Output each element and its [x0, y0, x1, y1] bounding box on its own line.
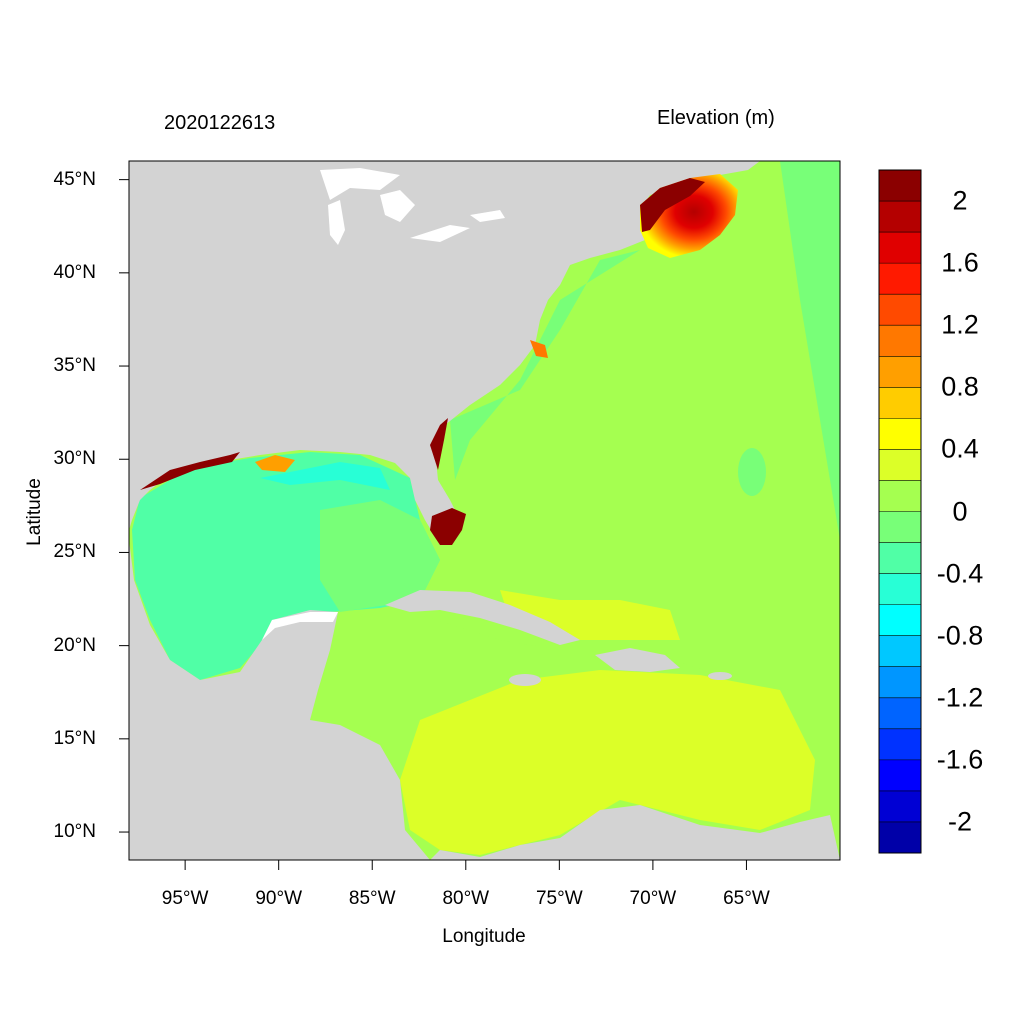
colorbar-swatch — [879, 325, 921, 357]
north-america-land — [129, 161, 760, 545]
colorbar-border — [878, 169, 922, 854]
yucatan-coast — [262, 612, 338, 640]
colorbar-label: -2 — [947, 806, 973, 837]
colorbar-swatch — [879, 232, 921, 264]
colorbar-swatch — [879, 449, 921, 481]
colorbar-label: -0.4 — [936, 558, 984, 589]
colorbar-label: -1.2 — [936, 682, 984, 713]
surge-louisiana — [255, 455, 295, 472]
surge-florida — [430, 508, 466, 545]
y-tick-label: 30°N — [53, 448, 96, 470]
jamaica-land — [509, 674, 541, 686]
colorbar-swatch — [879, 697, 921, 730]
x-tick-label: 95°W — [161, 888, 209, 909]
colorbar-swatch — [879, 387, 921, 419]
central-america-land — [129, 540, 430, 860]
y-tick-label: 10°N — [53, 821, 96, 843]
lake-erie — [410, 225, 470, 242]
gulf-coast-band — [260, 462, 390, 490]
x-tick-label: 65°W — [723, 888, 770, 909]
fringe-georgia — [430, 418, 448, 470]
colorbar-swatch — [879, 294, 921, 326]
colorbar-label: 0 — [952, 496, 968, 526]
colorbar-swatch — [879, 511, 921, 544]
colorbar-label: -0.8 — [936, 620, 984, 651]
y-tick-label: 15°N — [53, 727, 96, 749]
hispaniola-land — [595, 648, 680, 672]
lake-huron — [380, 190, 415, 222]
gulf-east-zone — [320, 500, 440, 612]
colorbar-swatch — [879, 263, 921, 295]
colorbar-swatch — [879, 635, 921, 668]
x-tick-label: 75°W — [535, 888, 583, 909]
colorbar-label: 1.2 — [941, 309, 979, 340]
x-axis-title: Longitude — [442, 926, 526, 947]
colorbar-label: 0.4 — [941, 433, 979, 464]
timestamp-label: 2020122613 — [164, 112, 276, 134]
atlantic-anomaly — [738, 448, 766, 496]
y-tick-label: 40°N — [53, 261, 96, 283]
colorbar-swatch — [879, 604, 921, 637]
x-tick-label: 90°W — [255, 888, 303, 909]
y-tick-label: 35°N — [53, 355, 96, 377]
fringe-gulf-coast — [140, 452, 240, 490]
colorbar-swatch — [879, 201, 921, 233]
colorbar-swatch — [879, 356, 921, 388]
x-tick-label: 85°W — [348, 888, 396, 909]
colorbar-label: 0.8 — [941, 371, 979, 402]
map-field — [129, 161, 840, 860]
lake-ontario — [470, 210, 505, 222]
x-tick-label: 70°W — [629, 888, 677, 909]
plot-border — [128, 160, 841, 861]
colorbar-swatch — [879, 759, 921, 792]
y-axis-title: Latitude — [24, 478, 45, 546]
colorbar-label: -1.6 — [936, 744, 984, 775]
y-tick-label: 20°N — [53, 634, 96, 656]
puerto-rico-land — [708, 672, 732, 680]
colorbar-swatch — [879, 480, 921, 512]
surge-peak — [640, 178, 705, 232]
y-tick-label: 25°N — [53, 541, 96, 563]
atlantic-east-band — [780, 161, 840, 540]
colorbar-swatch — [879, 573, 921, 606]
cuba-land — [385, 590, 580, 645]
y-tick-label: 45°N — [53, 168, 96, 190]
colorbar-swatch — [879, 170, 921, 202]
colorbar — [878, 169, 922, 854]
lake-superior — [320, 168, 400, 200]
colorbar-swatch — [879, 821, 921, 854]
colorbar-swatch — [879, 418, 921, 450]
surge-chesapeake — [530, 340, 548, 358]
colorbar-swatch — [879, 542, 921, 575]
x-tick-label: 80°W — [442, 888, 490, 909]
colorbar-label: 2 — [952, 185, 968, 216]
colorbar-swatch — [879, 666, 921, 699]
units-label: Elevation (m) — [657, 107, 775, 129]
caribbean-east — [400, 670, 815, 855]
colorbar-swatch — [879, 790, 921, 823]
colorbar-label: 1.6 — [941, 247, 979, 278]
lake-michigan — [328, 200, 345, 245]
south-america-land — [430, 805, 840, 860]
colorbar-swatch — [879, 728, 921, 761]
